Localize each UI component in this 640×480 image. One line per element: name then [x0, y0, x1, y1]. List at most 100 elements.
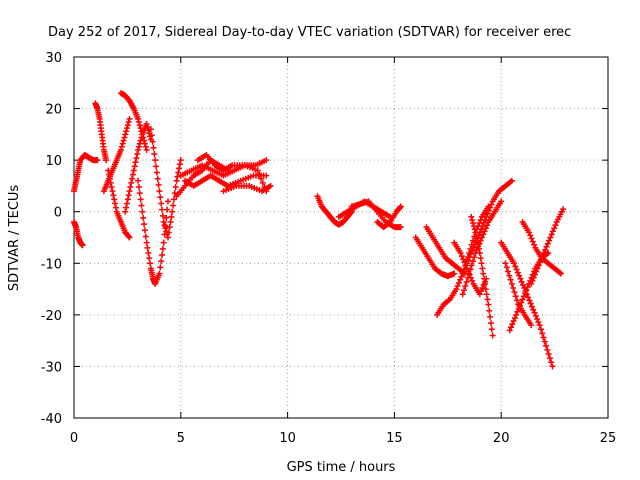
- data-point: [481, 278, 488, 285]
- data-point: [158, 200, 165, 207]
- x-tick-label: 20: [493, 431, 510, 446]
- y-axis-ticks: -40 -30 -20 -10 0 10 20 30: [41, 51, 608, 427]
- data-point: [531, 241, 538, 248]
- data-point: [256, 171, 263, 178]
- data-point: [545, 351, 552, 358]
- data-point: [540, 334, 547, 341]
- data-point: [470, 220, 477, 227]
- data-point: [120, 137, 127, 144]
- data-point: [458, 253, 465, 260]
- data-point: [540, 249, 547, 256]
- data-point: [516, 272, 523, 279]
- data-point: [125, 233, 132, 240]
- data-point: [141, 140, 148, 147]
- y-tick-label: -10: [41, 257, 62, 272]
- data-point: [546, 237, 553, 244]
- data-point: [549, 228, 556, 235]
- data-point: [468, 213, 475, 220]
- data-point: [132, 159, 139, 166]
- data-point: [468, 262, 475, 269]
- data-point: [176, 161, 183, 168]
- data-point: [480, 281, 487, 288]
- data-point: [147, 126, 154, 133]
- data-point: [470, 244, 477, 251]
- data-point: [531, 271, 538, 278]
- data-point: [482, 225, 489, 232]
- data-point: [507, 276, 514, 283]
- data-point: [459, 291, 466, 298]
- data-point: [547, 234, 554, 241]
- data-point: [513, 311, 520, 318]
- data-point: [457, 276, 464, 283]
- data-point: [469, 216, 476, 223]
- data-point: [160, 219, 167, 226]
- data-point: [530, 274, 537, 281]
- data-point: [519, 281, 526, 288]
- data-point: [108, 183, 115, 190]
- data-point: [466, 271, 473, 278]
- data-point: [258, 175, 265, 182]
- data-point: [137, 137, 144, 144]
- data-point: [476, 240, 483, 247]
- data-point: [259, 179, 266, 186]
- data-point: [126, 188, 133, 195]
- data-point: [471, 226, 478, 233]
- data-point: [135, 115, 142, 122]
- x-tick-label: 0: [70, 431, 78, 446]
- y-tick-label: -40: [41, 412, 62, 427]
- data-point: [143, 146, 150, 153]
- series-late-start: [314, 193, 355, 228]
- data-point: [94, 157, 101, 164]
- data-point: [170, 196, 177, 203]
- data-point: [122, 208, 129, 215]
- series-desc-1: [412, 234, 458, 280]
- data-point: [146, 255, 153, 262]
- data-point: [141, 221, 148, 228]
- data-point: [508, 324, 515, 331]
- data-point: [528, 280, 535, 287]
- data-point: [129, 175, 136, 182]
- data-point: [517, 275, 524, 282]
- data-point: [263, 157, 270, 164]
- data-point: [176, 165, 183, 172]
- series-right-x-3: [519, 219, 565, 277]
- data-point: [460, 256, 467, 263]
- data-point: [172, 183, 179, 190]
- data-point: [484, 222, 491, 229]
- data-point: [519, 296, 526, 303]
- data-point: [485, 207, 492, 214]
- data-point: [510, 285, 517, 292]
- series-deep-arc: [147, 126, 184, 241]
- data-point: [164, 206, 171, 213]
- data-point: [480, 231, 487, 238]
- series-cross-5: [451, 239, 490, 298]
- x-axis-ticks: 0 5 10 15 20 25: [70, 57, 616, 446]
- data-point: [254, 167, 261, 174]
- data-point: [143, 239, 150, 246]
- data-point: [168, 213, 175, 220]
- data-point: [533, 268, 540, 275]
- y-tick-label: 30: [45, 51, 62, 66]
- series-right-x-1: [498, 239, 556, 370]
- data-point: [461, 287, 468, 294]
- data-point: [467, 251, 474, 258]
- data-point: [536, 322, 543, 329]
- series-late-wave-3: [374, 203, 404, 231]
- y-tick-label: 10: [45, 154, 62, 169]
- series-down-dip: [135, 177, 171, 287]
- data-point: [122, 131, 129, 138]
- data-point: [483, 275, 490, 282]
- data-point: [483, 291, 490, 298]
- data-point: [529, 277, 536, 284]
- data-point: [157, 264, 164, 271]
- data-point: [551, 225, 558, 232]
- data-point: [144, 124, 151, 131]
- data-point: [543, 342, 550, 349]
- data-point: [145, 249, 152, 256]
- data-point: [539, 330, 546, 337]
- data-point: [514, 297, 521, 304]
- data-point: [477, 237, 484, 244]
- data-point: [136, 190, 143, 197]
- data-point: [126, 234, 133, 241]
